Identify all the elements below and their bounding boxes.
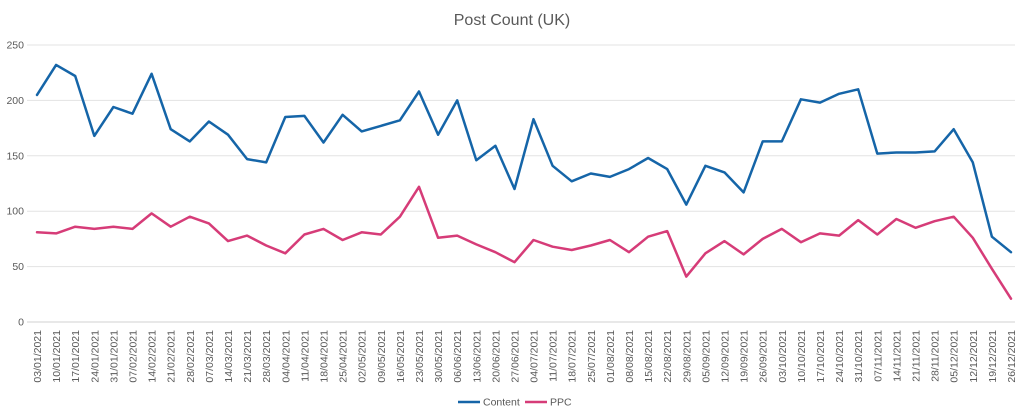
x-tick-label: 07/11/2021 — [872, 330, 884, 382]
x-tick-label: 07/03/2021 — [204, 330, 216, 383]
x-tick-label: 18/04/2021 — [318, 330, 330, 383]
x-tick-label: 04/04/2021 — [280, 330, 292, 383]
x-tick-label: 01/08/2021 — [605, 330, 617, 383]
x-tick-label: 03/01/2021 — [32, 330, 44, 383]
y-tick-label: 0 — [18, 317, 24, 329]
series-line-content — [35, 63, 1013, 254]
x-tick-label: 24/10/2021 — [834, 330, 846, 383]
x-tick-label: 16/05/2021 — [395, 330, 407, 383]
x-tick-label: 11/07/2021 — [548, 330, 560, 382]
x-tick-label: 10/10/2021 — [796, 330, 808, 383]
x-tick-label: 25/07/2021 — [586, 330, 598, 383]
x-tick-label: 27/06/2021 — [509, 330, 521, 383]
x-tick-label: 28/03/2021 — [261, 330, 273, 383]
series-lines — [35, 63, 1013, 300]
x-tick-label: 21/03/2021 — [242, 330, 254, 383]
legend-item-ppc: PPC — [525, 397, 572, 409]
x-tick-label: 05/12/2021 — [949, 330, 961, 383]
legend: Content PPC — [458, 397, 572, 409]
x-tick-label: 28/02/2021 — [185, 330, 197, 383]
x-tick-label: 24/01/2021 — [89, 330, 101, 383]
y-tick-label: 50 — [12, 261, 24, 273]
x-tick-label: 12/12/2021 — [968, 330, 980, 383]
x-tick-label: 19/12/2021 — [987, 330, 999, 383]
x-tick-label: 20/06/2021 — [490, 330, 502, 383]
y-tick-label: 250 — [6, 40, 24, 52]
x-tick-label: 23/05/2021 — [414, 330, 426, 383]
x-tick-label: 06/06/2021 — [452, 330, 464, 383]
x-tick-label: 30/05/2021 — [433, 330, 445, 383]
legend-label: Content — [483, 397, 520, 409]
x-tick-label: 14/11/2021 — [891, 330, 903, 382]
x-tick-label: 26/12/2021 — [1006, 330, 1018, 383]
x-tick-label: 18/07/2021 — [567, 330, 579, 383]
x-tick-label: 14/02/2021 — [147, 330, 159, 383]
x-tick-label: 09/05/2021 — [376, 330, 388, 383]
x-axis-ticks: 03/01/2021 10/01/2021 17/01/2021 24/01/2021… — [32, 330, 1018, 383]
x-tick-label: 15/08/2021 — [643, 330, 655, 383]
x-tick-label: 21/02/2021 — [166, 330, 178, 383]
x-tick-label: 21/11/2021 — [911, 330, 923, 382]
y-tick-label: 150 — [6, 150, 24, 162]
x-tick-label: 19/09/2021 — [739, 330, 751, 383]
x-tick-label: 12/09/2021 — [720, 330, 732, 383]
x-tick-label: 31/01/2021 — [108, 330, 120, 383]
x-tick-label: 28/11/2021 — [930, 330, 942, 382]
x-tick-label: 25/04/2021 — [338, 330, 350, 383]
x-tick-label: 13/06/2021 — [471, 330, 483, 383]
x-tick-label: 17/10/2021 — [815, 330, 827, 383]
x-tick-label: 22/08/2021 — [662, 330, 674, 383]
y-tick-label: 200 — [6, 95, 24, 107]
series-points-ppc — [36, 186, 1012, 300]
x-tick-label: 29/08/2021 — [681, 330, 693, 383]
x-tick-label: 10/01/2021 — [51, 330, 63, 383]
legend-label: PPC — [550, 397, 572, 409]
x-tick-label: 26/09/2021 — [758, 330, 770, 383]
x-tick-label: 03/10/2021 — [777, 330, 789, 383]
y-tick-label: 100 — [6, 206, 24, 218]
y-axis-ticks: 0 50 100 150 200 250 — [6, 40, 24, 329]
x-tick-label: 08/08/2021 — [624, 330, 636, 383]
series-line-ppc — [35, 185, 1013, 300]
chart-title: Post Count (UK) — [454, 12, 570, 29]
x-tick-label: 11/04/2021 — [299, 330, 311, 382]
x-tick-label: 04/07/2021 — [529, 330, 541, 383]
x-tick-label: 17/01/2021 — [70, 330, 82, 383]
legend-item-content: Content — [458, 397, 520, 409]
x-tick-label: 05/09/2021 — [700, 330, 712, 383]
x-tick-label: 02/05/2021 — [357, 330, 369, 383]
grid-lines — [27, 44, 1015, 323]
x-tick-label: 14/03/2021 — [223, 330, 235, 383]
x-tick-label: 07/02/2021 — [127, 330, 139, 383]
x-tick-label: 31/10/2021 — [853, 330, 865, 383]
